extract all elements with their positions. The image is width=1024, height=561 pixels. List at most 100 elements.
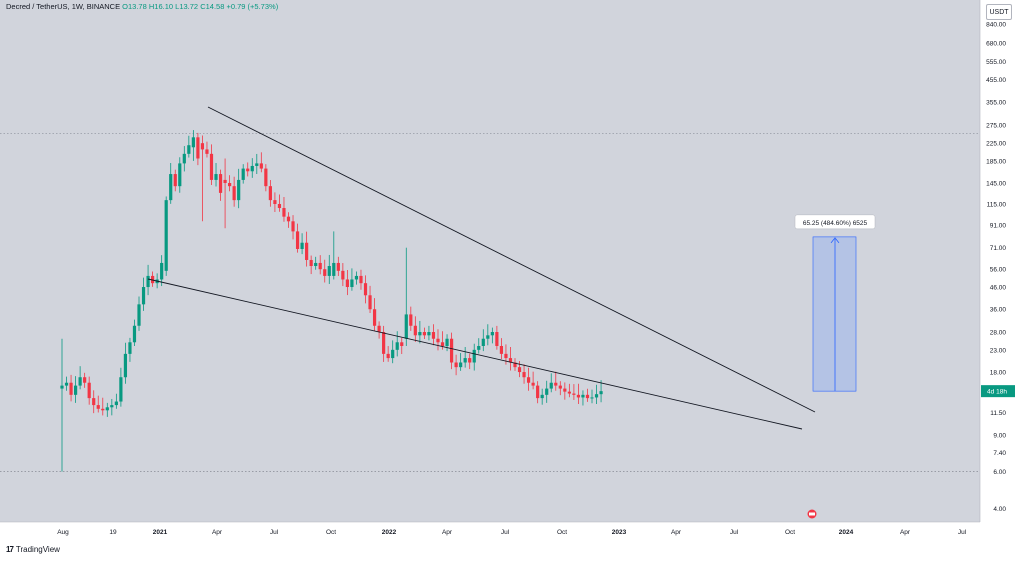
candle-body [336,262,340,271]
candle-body [558,385,562,389]
candle-body [327,266,331,276]
candle [531,371,535,390]
candle-body [495,332,499,346]
time-tick-label: Oct [785,529,795,536]
candle-body [486,335,490,339]
candle [540,388,544,405]
candle-body [554,382,558,386]
candle [246,162,250,177]
measure-label: 65.25 (484.60%) 6525 [803,220,868,227]
tradingview-logo[interactable]: 17 TradingView [6,545,60,554]
candle [409,306,413,331]
candle [169,162,173,204]
price-axis-bg [980,0,1024,522]
candle-body [386,353,390,359]
candle-body [427,332,431,336]
candle [359,269,363,290]
candle-body [286,216,291,222]
time-tick-label: 19 [109,529,117,536]
candle-body [323,269,327,276]
candle-body [273,200,277,204]
ohlc-high: H16.10 [148,2,174,11]
candle [119,367,123,407]
candle-body [413,325,417,336]
candle [123,342,128,384]
candle-body [160,262,164,280]
current-price-label: 4d 18h [987,389,1007,396]
candle [60,338,64,472]
candle-body [359,275,363,284]
time-tick-label: Aug [57,529,69,536]
price-tick-label: 56.00 [990,267,1007,274]
candle-body [576,394,581,398]
candle [205,141,209,158]
candle [526,367,531,391]
candle-body [196,137,200,159]
candle [545,380,549,403]
horizontal-levels [0,133,980,472]
candle [178,157,182,193]
candle [422,327,426,340]
candle-body [368,295,372,310]
candle-body [214,174,218,180]
candle-body [291,221,295,232]
candle-body [481,338,485,346]
time-tick-label: Oct [326,529,336,536]
candle-body [277,203,282,209]
candle-body [164,200,168,271]
candle [268,180,272,207]
candle-body [463,358,467,363]
candle [228,175,232,192]
candle-body [101,408,105,411]
candle-body [123,353,128,378]
candle-body [137,304,141,326]
candle-body [477,345,481,350]
candle-body [508,358,513,363]
candle [486,324,490,346]
candle-body [64,382,69,386]
candle [468,353,472,370]
candle [182,146,186,172]
candle [472,343,476,371]
candle [78,366,82,390]
candle-body [295,231,300,249]
candle-body [169,174,173,201]
candle-body [114,401,118,406]
price-tick-label: 555.00 [986,59,1006,66]
time-tick-label: Jul [730,529,739,536]
candle-body [354,275,359,280]
candle-body [218,174,223,193]
candle-body [228,182,232,187]
candle-body [282,208,286,217]
candle-body [499,345,504,354]
candle [309,255,313,275]
time-tick-label: Jul [501,529,510,536]
candle-body [422,332,426,336]
price-tick-label: 46.00 [990,285,1007,292]
measure-tool: 65.25 (484.60%) 6525 [794,214,876,392]
currency-button[interactable]: USDT [986,4,1012,20]
price-tick-label: 840.00 [986,21,1006,28]
candle-body [404,314,408,339]
candle-body [599,391,603,395]
price-tick-label: 18.00 [990,370,1007,377]
candle-body [268,186,272,201]
candle [463,347,467,368]
price-tick-label: 6.00 [993,469,1006,476]
price-axis: 840.00 680.00 555.00 455.00 355.00 275.00 225.… [979,0,1024,522]
candle-body [513,362,517,368]
candle [255,153,259,174]
candle-body [563,388,567,392]
candle-body [440,342,445,346]
candle [141,277,146,311]
tradingview-logo-text: TradingView [15,545,60,554]
candle [173,169,177,192]
candle [101,397,105,416]
candle [495,325,499,350]
candle [64,376,69,391]
time-tick-label: Apr [212,529,223,536]
tradingview-logo-icon: 17 [6,545,14,554]
time-tick-label: Jul [958,529,967,536]
trendline-lower [147,278,803,430]
